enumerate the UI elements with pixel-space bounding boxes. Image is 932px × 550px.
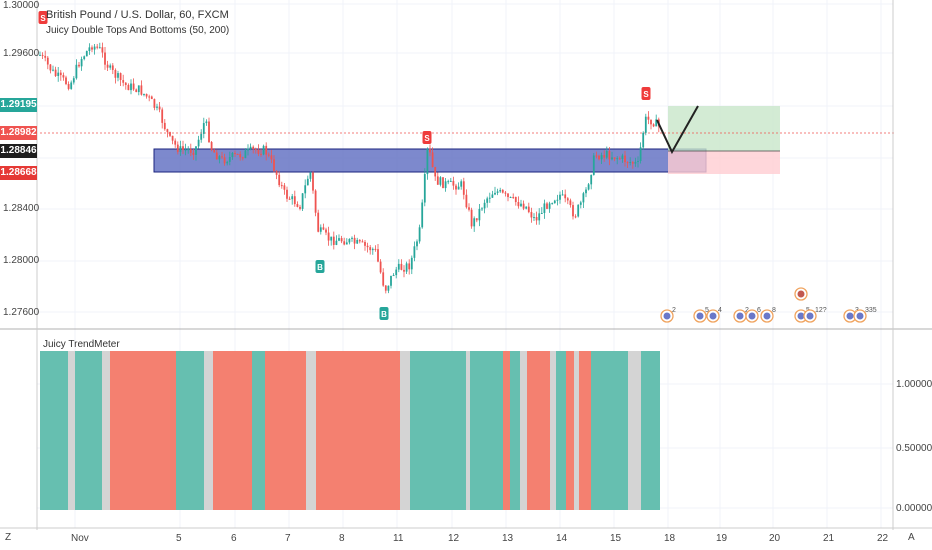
svg-text:S: S: [40, 14, 46, 23]
trend-tick: 1.00000: [896, 379, 932, 390]
time-tick: 22: [877, 533, 889, 544]
economic-event-flag[interactable]: 2: [660, 307, 676, 323]
signal-markers: S S S B B: [38, 11, 651, 320]
time-tick: 6: [231, 533, 237, 544]
time-tick: 21: [823, 533, 835, 544]
projection-path: [656, 105, 699, 155]
time-tick: 11: [393, 533, 404, 544]
target-zone: [668, 106, 780, 151]
time-tick: 5: [176, 533, 182, 544]
svg-text:335: 335: [865, 307, 877, 314]
sell-signal-marker[interactable]: S: [422, 131, 432, 144]
svg-text:S: S: [643, 90, 649, 99]
price-box-entry: 1.28846: [0, 144, 37, 158]
time-tick: 13: [502, 533, 514, 544]
price-box-stop: 1.28668: [0, 166, 37, 180]
svg-text:6: 6: [757, 307, 761, 314]
candlesticks: [39, 42, 660, 294]
price-tick: 1.28000: [3, 255, 40, 266]
symbol-title: British Pound / U.S. Dollar, 60, FXCM: [46, 9, 229, 21]
time-tick: 8: [339, 533, 345, 544]
time-tick: 18: [664, 533, 676, 544]
auto-scale-button[interactable]: A: [908, 532, 915, 543]
time-tick: 20: [769, 533, 781, 544]
economic-event-flag[interactable]: 12?: [803, 307, 827, 323]
svg-text:5: 5: [705, 307, 709, 314]
svg-text:2: 2: [745, 307, 749, 314]
economic-event-flag[interactable]: 5: [693, 307, 709, 323]
svg-text:2: 2: [672, 307, 676, 314]
trend-tick: 0.50000: [896, 443, 932, 454]
svg-text:12?: 12?: [815, 307, 827, 314]
time-tick: Nov: [71, 533, 89, 544]
price-box-current: 1.28982: [0, 126, 37, 140]
time-tick: 15: [610, 533, 622, 544]
trendmeter-bars: [40, 351, 660, 510]
economic-event-flag[interactable]: 4: [706, 307, 722, 323]
economic-event-flag[interactable]: 3: [843, 307, 859, 323]
svg-text:8: 8: [772, 307, 776, 314]
price-tick: 1.30000: [3, 0, 40, 11]
trend-tick: 0.00000: [896, 503, 932, 514]
svg-text:B: B: [381, 310, 387, 319]
time-tick: 12: [448, 533, 460, 544]
sell-signal-marker[interactable]: S: [38, 11, 48, 24]
indicator-title: Juicy Double Tops And Bottoms (50, 200): [46, 25, 230, 36]
price-tick: 1.27600: [3, 307, 40, 318]
economic-events: 254268512?3335: [660, 287, 877, 323]
price-box-high: 1.29195: [0, 98, 37, 112]
buy-signal-marker[interactable]: B: [315, 260, 325, 273]
time-tick: 19: [716, 533, 728, 544]
sell-signal-marker[interactable]: S: [641, 87, 651, 100]
stop-zone: [668, 151, 780, 174]
economic-event-flag[interactable]: 335: [853, 307, 877, 323]
zoom-icon[interactable]: Z: [5, 532, 12, 543]
economic-event-flag[interactable]: [794, 287, 808, 301]
economic-event-flag[interactable]: 8: [760, 307, 776, 323]
buy-signal-marker[interactable]: B: [379, 307, 389, 320]
time-tick: 7: [285, 533, 291, 544]
economic-event-flag[interactable]: 6: [745, 307, 761, 323]
svg-text:4: 4: [718, 307, 722, 314]
price-tick: 1.28400: [3, 203, 40, 214]
svg-text:B: B: [317, 263, 323, 272]
trendmeter-title: Juicy TrendMeter: [43, 339, 120, 350]
svg-text:S: S: [424, 134, 430, 143]
time-tick: 14: [556, 533, 568, 544]
price-tick: 1.29600: [3, 48, 40, 59]
